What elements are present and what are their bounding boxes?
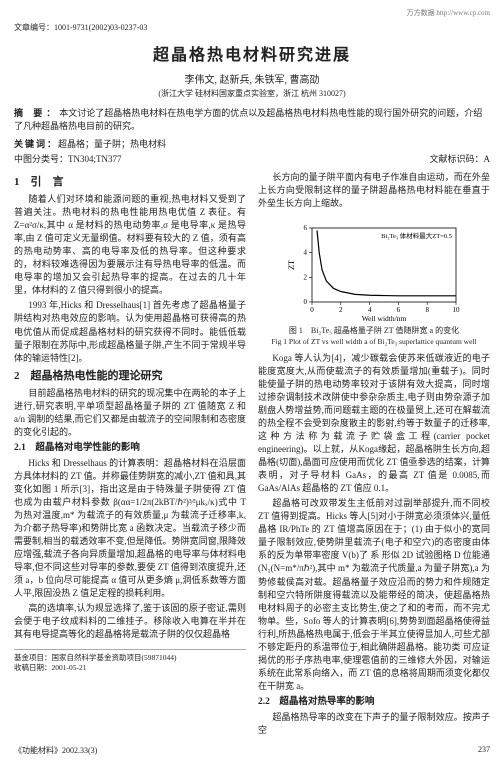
section-2-heading: 2 超晶格热电性能的理论研究 (14, 369, 246, 385)
svg-text:4: 4 (368, 306, 372, 314)
authors-line: 李伟文, 赵新兵, 朱铁军, 曹高劭 (14, 71, 490, 86)
para-2b: Hicks 和 Dresselhaus 的计算表明：超晶格材料在沿层面方具体材料… (14, 457, 246, 601)
para-2a: 目前超晶格热电材料的研究的现况集中在两轮的本子上进行,研究表明,平单项型超晶格量… (14, 387, 246, 439)
para-right-3: 超晶格热导率的改变在下声子的量子限制效应。按声子空 (258, 711, 490, 737)
para-right-top: 长方向的量子阱平面内有电子作准自由运动，而在外垒上长方向受限制这样的量子阱超晶格… (258, 171, 490, 210)
figure-1: 02468100246Well width/nmZTBi₂Te₃ 体材料最大ZT… (258, 214, 490, 347)
class-code: 文献标识码：A (430, 152, 491, 165)
footnote-date: 收稿日期：2001-05-21 (14, 663, 246, 673)
para-right-2: 超晶格可改双带发生主低前对过副举部提升,而不同校ZT 值得到提高。Hicks 等… (258, 497, 490, 693)
svg-text:ZT: ZT (287, 260, 296, 270)
para-1b: 1993 年,Hicks 和 Dresselhaus[1] 首先考虑了超晶格量子… (14, 299, 246, 364)
svg-text:10: 10 (453, 306, 461, 314)
provenance-bar: 万方数据 http://www.cp.com (14, 8, 490, 18)
svg-text:4: 4 (304, 249, 308, 257)
abstract-label: 摘 要： (14, 108, 59, 118)
chart-svg: 02468100246Well width/nmZTBi₂Te₃ 体材料最大ZT… (284, 214, 464, 324)
article-file-id: 文章编号：1001-9731(2002)03-0237-03 (14, 22, 490, 33)
svg-text:Well width/nm: Well width/nm (362, 314, 407, 323)
subsection-2-1-heading: 2.1 超晶格对电学性能的影响 (14, 442, 246, 456)
svg-text:2: 2 (304, 274, 308, 282)
right-column: 长方向的量子阱平面内有电子作准自由运动，而在外垒上长方向受限制这样的量子阱超晶格… (258, 171, 490, 739)
svg-text:Bi₂Te₃ 体材料最大ZT=0.5: Bi₂Te₃ 体材料最大ZT=0.5 (381, 231, 452, 240)
body-columns: 1 引 言 随着人们对环境和能源问题的重视,热电材料又受到了普遍关注。热电材料的… (14, 171, 490, 739)
para-2b-extra: 高的选填率,认为规显选择了,鉴于该固的原子密证,需则会便于电子纹成料料的二维挂子… (14, 602, 246, 641)
svg-text:8: 8 (425, 306, 429, 314)
page-root: 万方数据 http://www.cp.com 文章编号：1001-9731(20… (0, 0, 504, 766)
subsection-2-2-heading: 2.2 超晶格对热导率的影响 (258, 696, 490, 710)
para-right-1: Koga 等人认为[4]，减少碳载会使苏来低碳液近的电子能度宽度大,从而使载流子… (258, 352, 490, 496)
svg-text:0: 0 (310, 306, 314, 314)
article-title: 超晶格热电材料研究进展 (14, 41, 490, 65)
abstract-block: 摘 要：本文讨论了超晶格热电材料在热电学方面的优点以及超晶格热电材料热电性能的现… (14, 107, 490, 133)
footnote-block: 基金项目：国家自然科学基金资助项目(59871044) 收稿日期：2001-05… (14, 649, 246, 673)
footnote-funding: 基金项目：国家自然科学基金资助项目(59871044) (14, 653, 246, 663)
figure-1-caption-cn: 图 1 Bi₂Te₃ 超晶格量子阱 ZT 值随阱宽 a 的变化 (258, 325, 490, 337)
abstract-text: 本文讨论了超晶格热电材料在热电学方面的优点以及超晶格热电材料热电性能的现行国外研… (14, 108, 482, 131)
svg-text:2: 2 (339, 306, 343, 314)
svg-text:6: 6 (397, 306, 401, 314)
page-number: 237 (478, 745, 490, 756)
journal-footer: 《功能材料》2002.33(3) (14, 745, 97, 756)
class-cn: 中图分类号：TN304;TN377 (14, 152, 122, 165)
keywords-block: 关键词：超晶格；量子阱；热电材料 (14, 137, 490, 150)
keywords-label: 关键词： (14, 139, 58, 149)
affiliation-line: (浙江大学 硅材料国家重点实验室，浙江 杭州 310027) (14, 88, 490, 99)
para-1a: 随着人们对环境和能源问题的重视,热电材料又受到了普遍关注。热电材料的热电性能用热… (14, 193, 246, 297)
classification-row: 中图分类号：TN304;TN377 文献标识码：A (14, 152, 490, 165)
svg-text:0: 0 (304, 298, 308, 306)
svg-text:6: 6 (304, 224, 308, 232)
section-1-heading: 1 引 言 (14, 175, 246, 191)
left-column: 1 引 言 随着人们对环境和能源问题的重视,热电材料又受到了普遍关注。热电材料的… (14, 171, 246, 739)
footer-line: 《功能材料》2002.33(3) 237 (14, 745, 490, 756)
figure-1-caption-en: Fig 1 Plot of ZT vs well width a of Bi₂T… (258, 337, 490, 348)
keywords-text: 超晶格；量子阱；热电材料 (58, 139, 166, 149)
